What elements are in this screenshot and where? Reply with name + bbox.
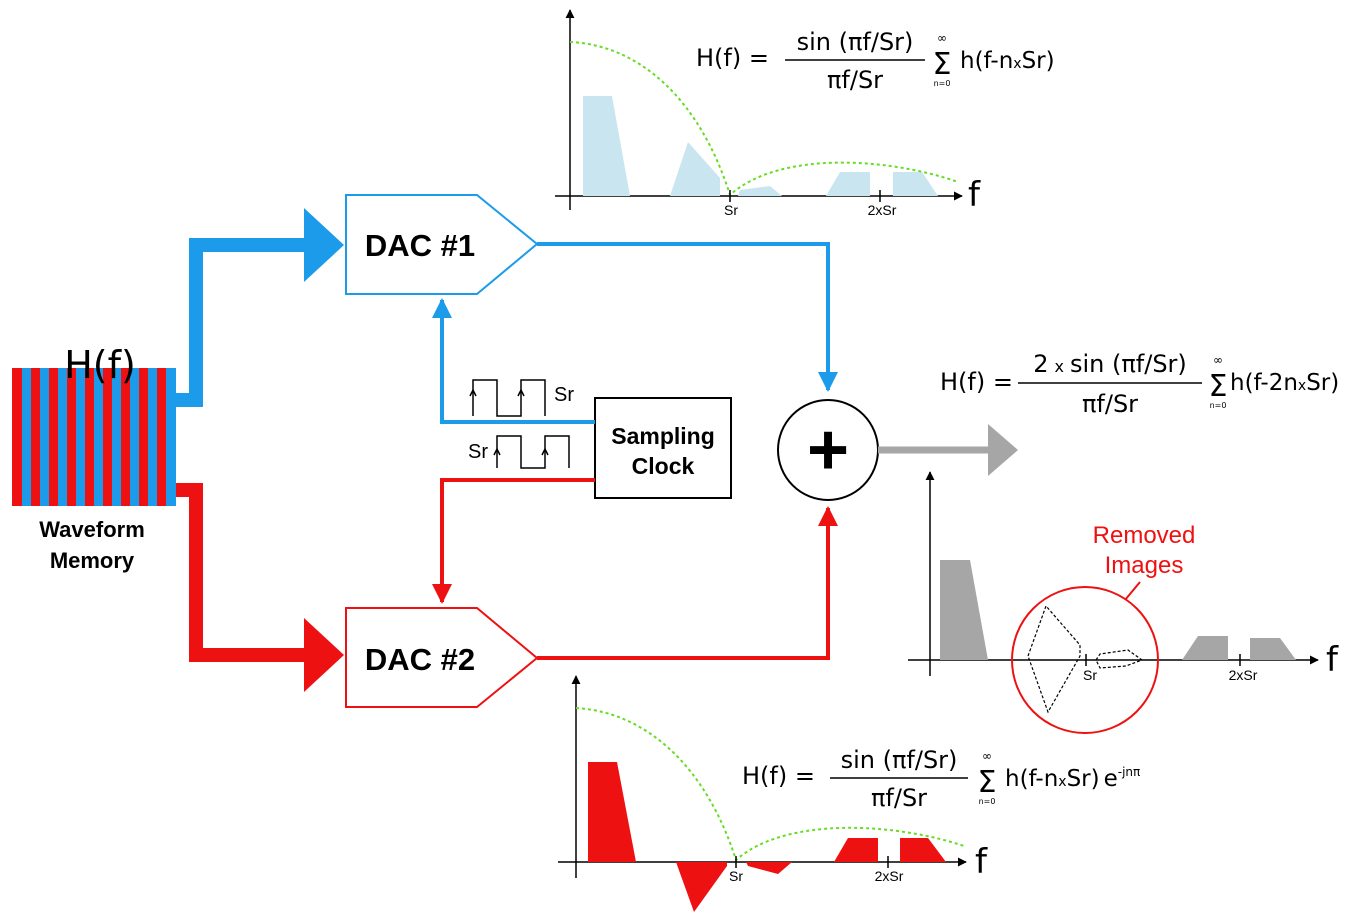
svg-text:H(f) =: H(f) =	[940, 368, 1013, 396]
spectrum-top-axis-label: f	[968, 175, 981, 215]
clock-label-line1: Sampling	[611, 423, 715, 449]
clock-sr-top: Sr	[554, 384, 574, 406]
spectrum-bottom-2sr-tick: 2xSr	[875, 868, 904, 884]
spectrum-top	[555, 9, 963, 210]
formula-bottom: H(f) = sin (πf/Sr) πf/Sr ∞ Σ n=0 h(f-nxS…	[742, 746, 1140, 812]
svg-text:sin (πf/Sr): sin (πf/Sr)	[797, 28, 914, 56]
clock-waveform-bottom	[493, 435, 570, 469]
dac1-label: DAC #1	[365, 228, 475, 263]
svg-text:∞: ∞	[1213, 353, 1223, 367]
svg-text:n=0: n=0	[1210, 401, 1227, 410]
spectrum-bottom-baseband	[588, 762, 636, 862]
svg-text:πf/Sr: πf/Sr	[871, 784, 927, 812]
removed-images-line1: Removed	[1093, 522, 1196, 549]
clock-label-line2: Clock	[632, 453, 695, 479]
formula-output: H(f) = 2 x sin (πf/Sr) πf/Sr ∞ Σ n=0 h(f-2…	[940, 350, 1339, 418]
svg-text:Σ: Σ	[933, 47, 952, 82]
svg-text:n=0: n=0	[934, 79, 951, 88]
spectrum-top-image2a	[826, 172, 870, 196]
spectrum-bottom-image2a	[834, 838, 878, 862]
spectrum-bottom	[558, 675, 967, 912]
spectrum-top-2sr-tick: 2xSr	[868, 202, 897, 218]
svg-text:H(f) =: H(f) =	[696, 44, 769, 72]
spectrum-top-image1b	[738, 186, 782, 196]
spectrum-top-image2b	[893, 172, 938, 196]
dac1-block	[345, 194, 539, 295]
spectrum-output-removed-image1b	[1095, 649, 1144, 669]
spectrum-output-baseband	[940, 560, 988, 660]
feed-arrowhead-red	[304, 618, 344, 692]
svg-text:h(f-nxSr): h(f-nxSr)	[960, 48, 1055, 74]
svg-text:∞: ∞	[982, 749, 992, 763]
clock-waveform-top	[469, 379, 546, 417]
removed-images-circle	[1011, 586, 1159, 734]
memory-caption-line1: Waveform	[39, 517, 145, 542]
spectrum-bottom-image2b	[900, 838, 946, 862]
summer-plus: +	[807, 410, 849, 490]
spectrum-output-image2a	[1182, 636, 1228, 660]
spectrum-top-sr-tick: Sr	[724, 202, 738, 218]
spectrum-output-sr-tick: Sr	[1083, 667, 1097, 683]
removed-images-line2: Images	[1105, 552, 1184, 579]
feed-arrow-red	[176, 483, 306, 662]
svg-text:n=0: n=0	[979, 797, 996, 806]
svg-text:πf/Sr: πf/Sr	[827, 66, 883, 94]
dac2-block	[345, 607, 539, 708]
spectrum-bottom-axis-label: f	[975, 842, 988, 882]
feed-arrow-blue	[176, 238, 306, 407]
spectrum-output-removed-image1	[1027, 604, 1081, 714]
waveform-memory-block	[12, 368, 176, 506]
clock-sr-bottom: Sr	[468, 441, 488, 463]
memory-caption-line2: Memory	[50, 548, 135, 573]
clock-to-dac2-line	[432, 478, 595, 604]
spectrum-bottom-image1	[676, 862, 727, 912]
memory-hf-label: H(f)	[64, 343, 136, 387]
formula-top: H(f) = sin (πf/Sr) πf/Sr ∞ Σ n=0 h(f-nxS…	[696, 28, 1055, 94]
dac2-output-line	[537, 506, 838, 660]
spectrum-output	[908, 471, 1319, 734]
spectrum-output-2sr-tick: 2xSr	[1229, 667, 1258, 683]
dac2-label: DAC #2	[365, 642, 475, 677]
spectrum-output-axis-label: f	[1326, 640, 1339, 680]
clock-to-dac1-line	[432, 298, 595, 424]
sampling-clock-block	[594, 397, 732, 499]
spectrum-bottom-sr-tick: Sr	[729, 868, 743, 884]
svg-text:Σ: Σ	[978, 765, 997, 800]
feed-arrowhead-blue	[304, 208, 344, 282]
svg-text:Σ: Σ	[1209, 369, 1228, 404]
svg-text:∞: ∞	[937, 31, 947, 45]
dac1-output-line	[537, 242, 838, 392]
spectrum-output-image2b	[1250, 638, 1296, 660]
svg-text:sin (πf/Sr): sin (πf/Sr)	[841, 746, 958, 774]
summer-output-arrowhead	[988, 424, 1018, 476]
svg-text:h(f-nxSr)e-jnπ: h(f-nxSr) e-jnπ	[1005, 765, 1140, 792]
spectrum-bottom-image1b	[746, 862, 792, 874]
svg-text:h(f-2nxSr): h(f-2nxSr)	[1230, 370, 1339, 396]
spectrum-top-baseband	[583, 96, 630, 196]
svg-text:πf/Sr: πf/Sr	[1082, 390, 1138, 418]
svg-text:H(f) =: H(f) =	[742, 762, 815, 790]
spectrum-top-image1	[670, 142, 720, 196]
